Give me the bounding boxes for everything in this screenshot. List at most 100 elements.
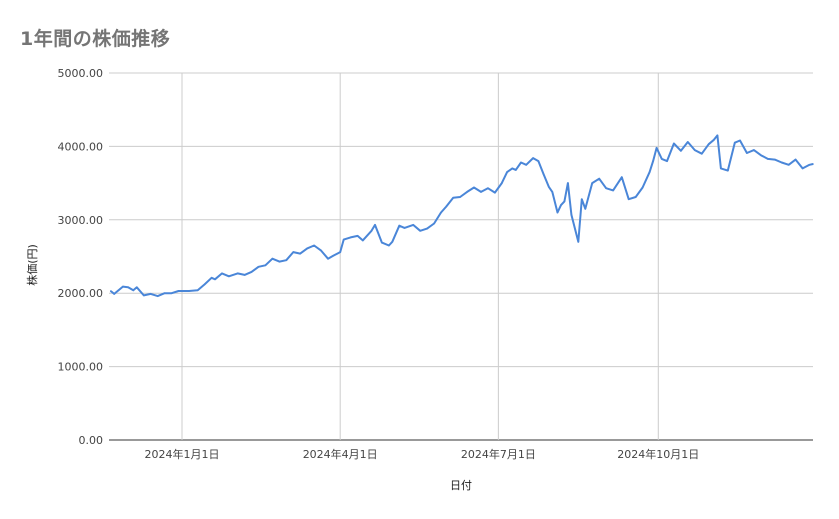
- data-point: [127, 286, 129, 289]
- data-point: [648, 171, 651, 173]
- data-point: [236, 272, 239, 275]
- data-point: [398, 224, 401, 227]
- data-point: [661, 158, 663, 160]
- data-point: [132, 289, 135, 292]
- data-point: [494, 191, 496, 194]
- data-point: [560, 204, 562, 206]
- data-point: [250, 271, 253, 273]
- data-point: [506, 171, 508, 173]
- data-point: [707, 143, 710, 145]
- series-line: [110, 134, 814, 298]
- data-point: [143, 294, 145, 297]
- data-point: [391, 241, 394, 243]
- data-point: [136, 286, 138, 289]
- data-point: [426, 227, 428, 230]
- data-point: [196, 289, 199, 292]
- data-point: [808, 164, 811, 166]
- data-point: [285, 259, 288, 262]
- data-point: [734, 141, 736, 144]
- y-tick-label: 0.00: [79, 434, 104, 447]
- y-tick-label: 5000.00: [58, 67, 104, 80]
- data-point: [687, 141, 689, 143]
- data-point: [581, 198, 583, 200]
- data-point: [349, 236, 352, 239]
- data-point: [149, 293, 152, 295]
- data-point: [440, 211, 442, 214]
- data-point: [584, 208, 587, 210]
- data-point: [170, 292, 173, 295]
- x-tick-label: 2024年7月1日: [461, 447, 536, 461]
- data-point: [419, 230, 422, 232]
- data-point: [780, 161, 783, 164]
- data-point: [794, 158, 797, 161]
- data-point: [313, 244, 315, 247]
- data-point: [339, 251, 342, 253]
- data-point: [548, 186, 550, 188]
- data-point: [641, 186, 644, 189]
- data-point: [680, 150, 682, 152]
- data-point: [113, 293, 115, 295]
- data-point: [327, 257, 329, 260]
- data-point: [563, 200, 566, 203]
- data-point: [122, 285, 124, 288]
- data-point: [342, 238, 345, 241]
- data-point: [567, 182, 569, 184]
- chart-title: 1年間の株価推移: [20, 28, 171, 50]
- data-point: [332, 255, 335, 257]
- y-tick-label: 1000.00: [58, 361, 104, 374]
- y-axis-title: 株価(円): [25, 244, 39, 286]
- data-point: [433, 222, 435, 225]
- data-point: [537, 160, 540, 162]
- data-point: [739, 139, 741, 142]
- data-point: [767, 158, 769, 160]
- data-point: [466, 191, 468, 193]
- data-point: [214, 278, 216, 281]
- data-point: [210, 277, 213, 279]
- data-point: [177, 290, 180, 292]
- data-point: [320, 249, 322, 252]
- data-point: [634, 196, 637, 198]
- x-tick-labels: 2024年1月1日 2024年4月1日 2024年7月1日 2024年10月1日: [145, 447, 700, 461]
- data-point: [264, 264, 267, 267]
- data-point: [694, 149, 696, 151]
- data-point: [605, 187, 607, 189]
- data-point: [487, 187, 489, 189]
- data-point: [228, 275, 230, 278]
- data-point: [701, 152, 703, 155]
- data-point: [257, 266, 260, 268]
- data-point: [188, 290, 190, 292]
- gridlines: [109, 72, 813, 441]
- data-point: [720, 167, 722, 170]
- data-point: [801, 167, 804, 170]
- data-point: [652, 160, 654, 162]
- data-point: [542, 173, 545, 176]
- x-tick-label: 2024年10月1日: [617, 447, 699, 461]
- data-point: [621, 176, 623, 178]
- data-point: [655, 147, 658, 149]
- data-point: [156, 295, 159, 297]
- data-point: [271, 257, 274, 260]
- data-point: [459, 196, 461, 198]
- data-point: [570, 213, 573, 216]
- data-point: [203, 283, 206, 286]
- data-point: [403, 227, 406, 229]
- x-axis-title: 日付: [450, 479, 472, 492]
- x-tick-label: 2024年4月1日: [303, 447, 378, 461]
- data-point: [551, 191, 554, 193]
- data-point: [473, 186, 475, 189]
- data-point: [480, 191, 482, 193]
- data-point: [381, 241, 383, 244]
- data-point: [163, 292, 166, 295]
- x-tick-label: 2024年1月1日: [145, 447, 220, 461]
- data-point: [532, 157, 534, 159]
- data-point: [727, 169, 729, 172]
- data-point: [753, 149, 755, 151]
- data-point: [666, 160, 668, 162]
- data-point: [356, 235, 359, 237]
- data-point: [292, 251, 295, 253]
- data-point: [716, 134, 719, 137]
- data-point: [556, 211, 559, 214]
- data-point: [598, 177, 600, 180]
- data-point: [374, 224, 376, 226]
